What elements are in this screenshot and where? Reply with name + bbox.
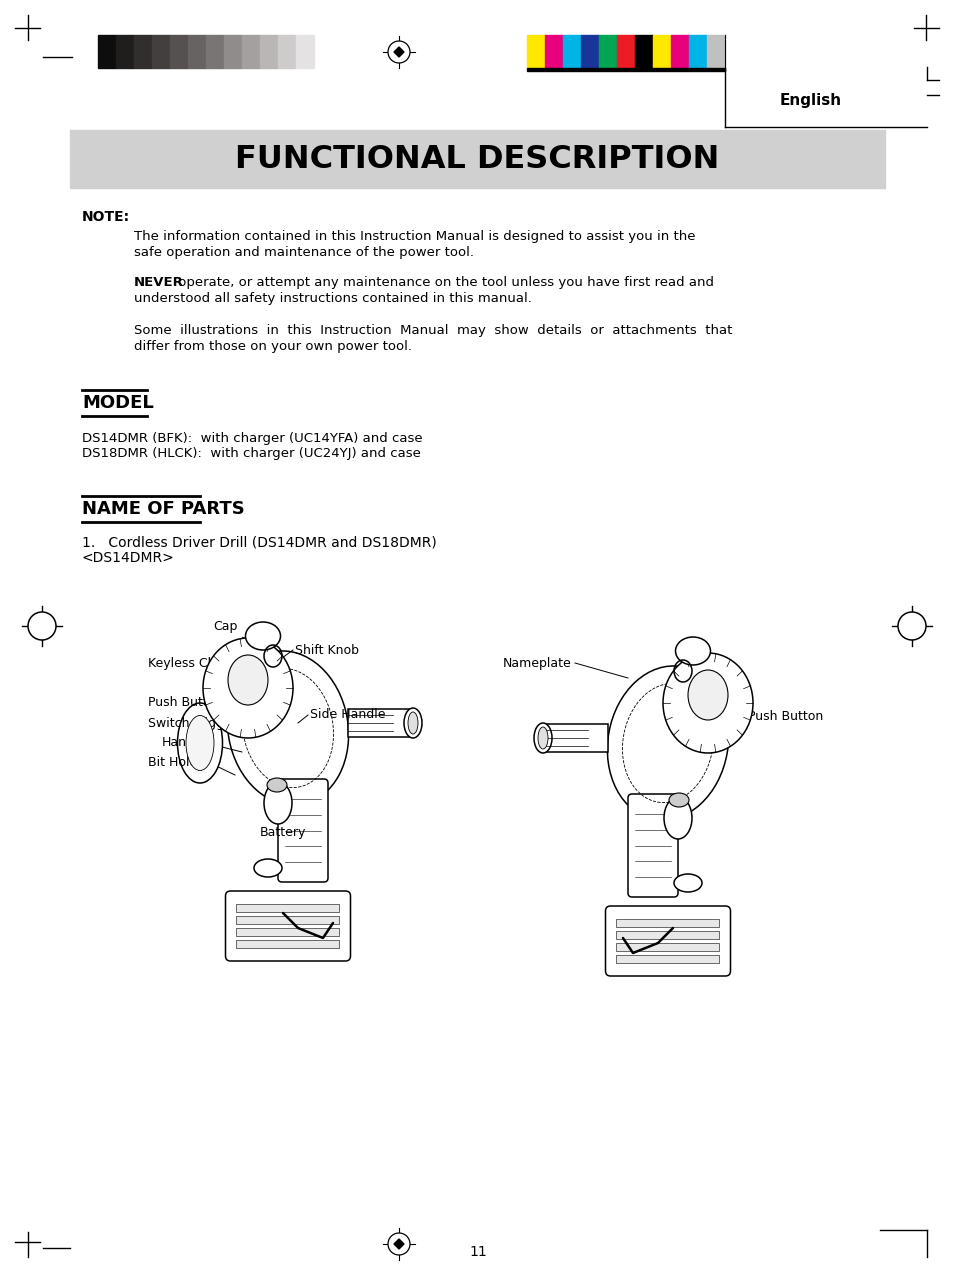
Text: Bit Holder: Bit Holder: [148, 756, 211, 768]
Text: Switch Trigger: Switch Trigger: [148, 716, 236, 729]
Bar: [277, 36, 295, 69]
Text: NAME OF PARTS: NAME OF PARTS: [82, 500, 245, 518]
Bar: [236, 904, 339, 912]
Bar: [526, 36, 544, 69]
Ellipse shape: [245, 622, 280, 650]
Ellipse shape: [264, 782, 292, 824]
Ellipse shape: [675, 638, 710, 665]
Text: 1.   Cordless Driver Drill (DS14DMR and DS18DMR): 1. Cordless Driver Drill (DS14DMR and DS…: [82, 536, 436, 550]
Bar: [616, 944, 719, 951]
Ellipse shape: [534, 723, 552, 753]
Bar: [188, 36, 206, 69]
Text: Nameplate: Nameplate: [503, 657, 572, 669]
FancyBboxPatch shape: [627, 794, 678, 897]
Ellipse shape: [253, 859, 282, 878]
Text: safe operation and maintenance of the power tool.: safe operation and maintenance of the po…: [133, 246, 474, 259]
Ellipse shape: [668, 792, 688, 806]
Bar: [616, 919, 719, 927]
Text: The information contained in this Instruction Manual is designed to assist you i: The information contained in this Instru…: [133, 230, 695, 243]
Text: DS18DMR (HLCK):  with charger (UC24YJ) and case: DS18DMR (HLCK): with charger (UC24YJ) an…: [82, 447, 420, 460]
Ellipse shape: [267, 779, 287, 792]
Text: FUNCTIONAL DESCRIPTION: FUNCTIONAL DESCRIPTION: [235, 144, 719, 174]
Bar: [617, 36, 635, 69]
Bar: [133, 36, 152, 69]
Bar: [580, 36, 598, 69]
Bar: [295, 36, 314, 69]
Text: NOTE:: NOTE:: [82, 210, 130, 224]
Bar: [236, 916, 339, 925]
Bar: [206, 36, 224, 69]
FancyBboxPatch shape: [225, 892, 350, 961]
Ellipse shape: [687, 671, 727, 720]
Bar: [236, 940, 339, 947]
Text: Push Button: Push Button: [148, 696, 223, 710]
Ellipse shape: [662, 653, 752, 753]
Bar: [544, 36, 562, 69]
Circle shape: [897, 612, 925, 640]
Text: Handle: Handle: [162, 735, 206, 748]
Text: Push Button: Push Button: [747, 710, 822, 723]
Bar: [70, 130, 884, 188]
Text: DS14DMR (BFK):  with charger (UC14YFA) and case: DS14DMR (BFK): with charger (UC14YFA) an…: [82, 432, 422, 444]
Bar: [670, 36, 688, 69]
Text: <DS14DMR>: <DS14DMR>: [82, 551, 174, 565]
Bar: [706, 36, 724, 69]
Bar: [635, 36, 652, 69]
Text: Cap: Cap: [213, 620, 237, 632]
Bar: [562, 36, 580, 69]
Bar: [236, 928, 339, 936]
Bar: [526, 69, 724, 71]
Bar: [242, 36, 260, 69]
Ellipse shape: [403, 707, 421, 738]
Bar: [260, 36, 277, 69]
Bar: [598, 36, 617, 69]
Polygon shape: [394, 1240, 403, 1248]
Circle shape: [388, 41, 410, 64]
Polygon shape: [394, 47, 403, 57]
Text: Shift Knob: Shift Knob: [294, 644, 358, 657]
Ellipse shape: [408, 712, 417, 734]
Bar: [116, 36, 133, 69]
Ellipse shape: [663, 798, 691, 839]
Bar: [98, 36, 116, 69]
Text: understood all safety instructions contained in this manual.: understood all safety instructions conta…: [133, 292, 532, 305]
Bar: [616, 931, 719, 939]
FancyBboxPatch shape: [605, 906, 730, 977]
Text: 11: 11: [469, 1245, 486, 1259]
Bar: [652, 36, 670, 69]
Ellipse shape: [228, 655, 268, 705]
Bar: [170, 36, 188, 69]
Bar: [224, 36, 242, 69]
FancyBboxPatch shape: [277, 779, 328, 881]
Circle shape: [388, 1233, 410, 1255]
Circle shape: [28, 612, 56, 640]
Text: Keyless Chuck: Keyless Chuck: [148, 657, 237, 669]
Bar: [348, 709, 413, 737]
Text: operate, or attempt any maintenance on the tool unless you have first read and: operate, or attempt any maintenance on t…: [173, 276, 713, 290]
Ellipse shape: [537, 726, 547, 749]
Text: NEVER: NEVER: [133, 276, 184, 290]
Text: Side Handle: Side Handle: [310, 709, 385, 721]
Text: differ from those on your own power tool.: differ from those on your own power tool…: [133, 340, 412, 353]
Bar: [616, 955, 719, 963]
Ellipse shape: [177, 704, 222, 784]
Text: Some  illustrations  in  this  Instruction  Manual  may  show  details  or  atta: Some illustrations in this Instruction M…: [133, 324, 732, 337]
Ellipse shape: [186, 715, 213, 771]
Ellipse shape: [203, 638, 293, 738]
Ellipse shape: [607, 665, 728, 820]
Bar: [688, 36, 706, 69]
Bar: [542, 724, 607, 752]
Text: English: English: [780, 93, 841, 108]
Text: Battery: Battery: [259, 826, 306, 839]
Bar: [152, 36, 170, 69]
Text: MODEL: MODEL: [82, 394, 153, 411]
Ellipse shape: [227, 652, 348, 805]
Ellipse shape: [673, 874, 701, 892]
